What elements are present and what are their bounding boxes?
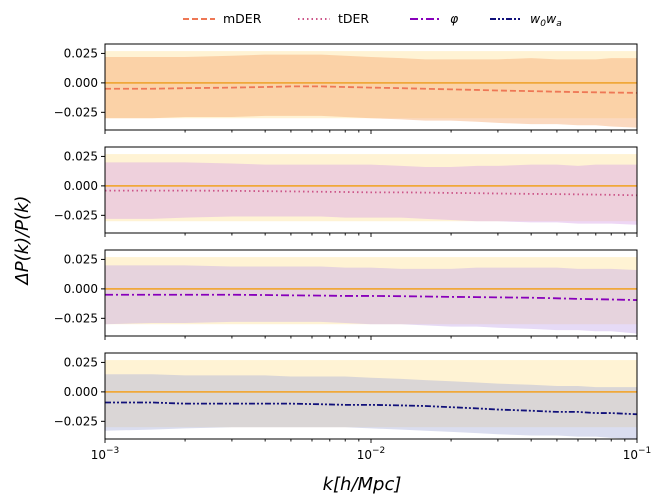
plot-area: [105, 51, 637, 128]
plot-area: [105, 360, 637, 439]
y-tick-label: −0.025: [54, 414, 98, 428]
reference-band: [105, 257, 637, 325]
band-mDER: [105, 54, 637, 128]
x-tick-label: 10−1: [623, 446, 652, 462]
y-tick-label: 0.000: [64, 179, 98, 193]
x-tick-label: 10−2: [357, 446, 386, 462]
y-tick-label: −0.025: [54, 208, 98, 222]
band-w0wa: [105, 374, 637, 439]
y-tick-label: 0.025: [64, 46, 98, 60]
reference-band: [105, 51, 637, 119]
legend-w0wa-sub0: 0: [540, 19, 546, 29]
y-tick-label: 0.000: [64, 385, 98, 399]
x-tick-label: 10−3: [91, 446, 120, 462]
y-tick-label: −0.025: [54, 311, 98, 325]
reference-band: [105, 360, 637, 428]
panel-2: 0.025 0.000 −0.025: [54, 146, 638, 237]
legend-w0wa-suba: a: [556, 19, 562, 29]
panel-1: 0.025 0.000 −0.025: [54, 43, 638, 134]
y-tick-label: 0.025: [64, 355, 98, 369]
y-axis-label: ΔP(k)/P(k): [12, 195, 33, 286]
legend: mDER tDER φ w0wa: [183, 11, 562, 29]
legend-w0wa-w2: w: [546, 11, 557, 26]
band-φ: [105, 265, 637, 334]
legend-label-w0wa: w0wa: [530, 11, 562, 29]
y-tick-label: 0.000: [64, 282, 98, 296]
legend-label-phi: φ: [450, 11, 459, 26]
legend-label-mder: mDER: [223, 11, 262, 26]
legend-w0wa-w: w: [530, 11, 541, 26]
plot-area: [105, 257, 637, 334]
series-line-mDER: [105, 85, 637, 94]
y-tick-label: 0.000: [64, 76, 98, 90]
y-tick-label: −0.025: [54, 105, 98, 119]
band-tDER: [105, 162, 637, 225]
series-line-w0wa: [105, 401, 637, 416]
panel-4: 0.025 0.000 −0.025: [54, 352, 638, 443]
y-tick-label: 0.025: [64, 149, 98, 163]
panel-3: 0.025 0.000 −0.025: [54, 249, 638, 340]
legend-label-tder: tDER: [338, 11, 369, 26]
reference-band: [105, 154, 637, 222]
plot-area: [105, 154, 637, 225]
y-tick-label: 0.025: [64, 252, 98, 266]
x-axis-label: k[h/Mpc]: [323, 474, 402, 494]
x-tick-labels: 10−3 10−2 10−1: [91, 446, 652, 462]
series-line-φ: [105, 293, 637, 301]
panels: 0.0250.000−0.0250.0250.000−0.0250.0250.0…: [54, 43, 638, 443]
